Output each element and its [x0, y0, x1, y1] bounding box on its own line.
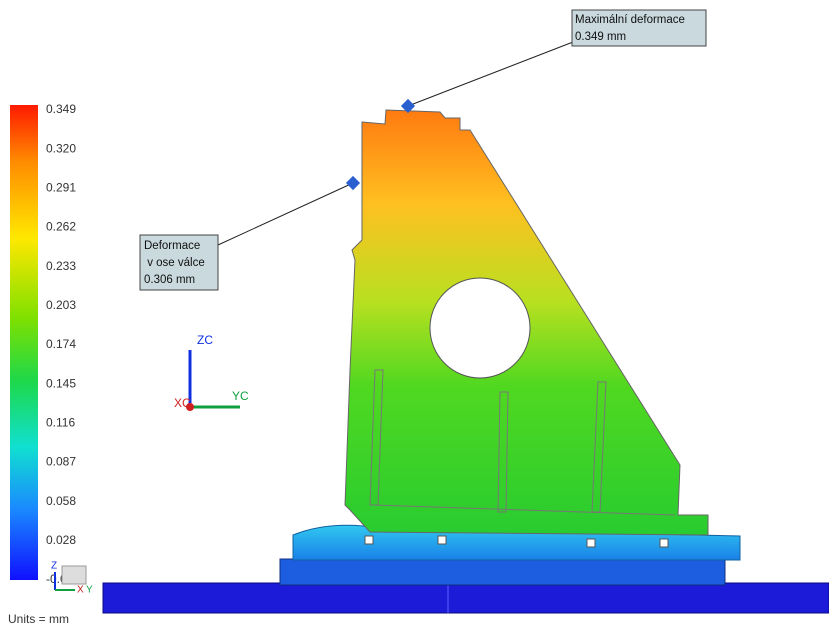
- mini-triad-label: Y: [86, 585, 93, 596]
- legend-label: 0.233: [46, 259, 76, 273]
- annotation-text: Deformace: [144, 240, 200, 252]
- probe-marker: [346, 176, 360, 190]
- legend-label: 0.203: [46, 298, 76, 312]
- result-view: 0.349 0.320 0.291 0.262 0.233 0.203 0.174 0.145…: [0, 0, 829, 629]
- annotation-text: 0.306 mm: [144, 274, 195, 286]
- legend-label: 0.087: [46, 455, 76, 469]
- legend-labels: 0.349 0.320 0.291 0.262 0.233 0.203 0.174 0.145…: [46, 102, 80, 586]
- leader-line: [218, 183, 353, 245]
- legend-label: 0.349: [46, 102, 76, 116]
- mini-triad-label: Z: [51, 561, 57, 572]
- legend-label: 0.174: [46, 337, 76, 351]
- bore-hole: [430, 278, 530, 378]
- legend-label: 0.028: [46, 533, 76, 547]
- leader-line: [408, 42, 573, 106]
- legend-label: 0.291: [46, 181, 76, 195]
- legend-label: 0.320: [46, 141, 76, 155]
- triad-label: XC: [174, 396, 191, 410]
- annotation-text: Maximální deformace: [575, 14, 685, 26]
- annotation-text: v ose válce: [144, 257, 205, 269]
- ground-plate: [103, 583, 829, 613]
- mini-triad-label: X: [77, 585, 84, 596]
- color-legend-bar: [10, 105, 38, 580]
- triad-label: YC: [232, 389, 249, 403]
- view-cube: [62, 566, 86, 584]
- legend-label: 0.058: [46, 494, 76, 508]
- legend-label: 0.262: [46, 220, 76, 234]
- legend-label: 0.116: [46, 416, 75, 430]
- triad-label: ZC: [197, 333, 213, 347]
- annotation-text: 0.349 mm: [575, 31, 626, 43]
- base-plate: [280, 559, 725, 585]
- legend-label: 0.145: [46, 376, 76, 390]
- units-label: Units = mm: [8, 612, 69, 626]
